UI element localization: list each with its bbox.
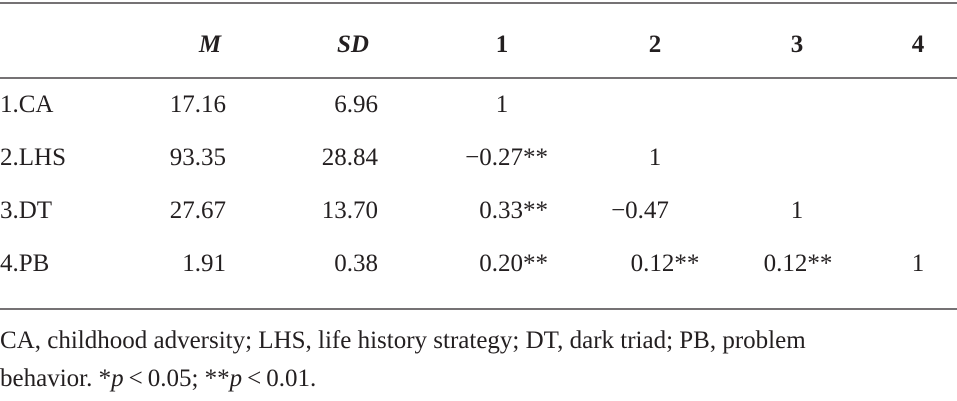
column-header: 3 [791,31,804,58]
table-cell: 0.12** [764,250,833,277]
column-header: 2 [649,31,662,58]
table-cell: 28.84 [322,144,379,171]
table-cell: 0.12** [631,250,700,277]
table-cell: 1 [791,197,804,224]
row-label: 4.PB [0,250,49,277]
row-label: 3.DT [0,197,52,224]
column-header: 1 [496,31,509,58]
table-cell: 0.33** [479,197,548,224]
column-header: M [198,31,222,58]
table-cell: 13.70 [322,197,378,224]
footnote-part: behavior. * [0,365,111,392]
footnote-line: CA, childhood adversity; LHS, life histo… [0,327,806,354]
table-cell: 1 [649,144,662,171]
table-cell: 27.67 [170,197,226,224]
row-label: 2.LHS [0,144,66,171]
column-header: SD [337,31,369,58]
table-cell: 0.20** [479,250,548,277]
table-cell: 93.35 [170,144,226,171]
table-cell: 0.38 [334,250,378,277]
table-cell: −0.47 [611,197,669,224]
footnote-part: < 0.01. [242,365,316,392]
footnote-part: p [109,365,124,392]
column-header: 4 [912,31,925,58]
footnote-line: behavior. *p < 0.05; **p < 0.01. [0,365,316,392]
table-cell: −0.27** [465,144,548,171]
footnote-part: < 0.05; ** [124,365,230,392]
table-cell: 1 [912,250,925,277]
table-cell: 1.91 [182,250,226,277]
table-cell: 17.16 [170,91,226,118]
footnote-part: p [228,365,243,392]
table-cell: 1 [496,91,509,118]
row-label: 1.CA [0,91,53,118]
table-cell: 6.96 [334,91,378,118]
